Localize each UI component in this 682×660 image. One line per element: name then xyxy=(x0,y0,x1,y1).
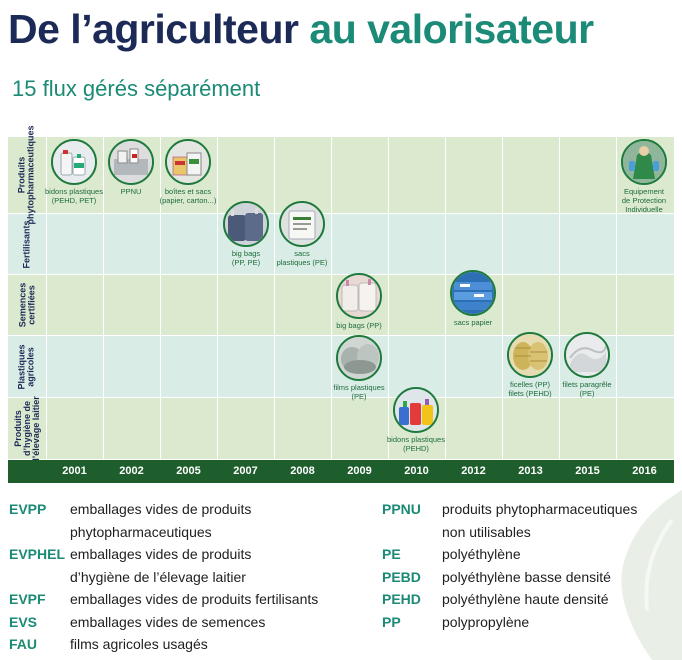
grid-line xyxy=(217,137,218,459)
flux-item: big bags (PP) xyxy=(327,273,391,330)
flux-item: ficelles (PP) filets (PEHD) xyxy=(498,332,562,398)
row-band-hygiene xyxy=(8,398,674,459)
grid-line xyxy=(331,137,332,459)
legend-def: polyéthylène basse densité xyxy=(442,569,611,585)
flux-item: filets paragrêle (PE) xyxy=(555,332,619,398)
film-rolls-icon xyxy=(336,335,382,381)
row-band-fertilisants xyxy=(8,214,674,274)
leaf-watermark-icon xyxy=(621,490,682,660)
row-label-phyto: Produits phytopharmaceutiques xyxy=(17,125,36,225)
grid-line xyxy=(445,137,446,459)
legend-abbr: EVS xyxy=(9,614,38,630)
hail-nets-icon xyxy=(564,332,610,378)
year-label: 2007 xyxy=(233,465,258,477)
seed-big-bags-icon xyxy=(336,273,382,319)
flux-item: sacs plastiques (PE) xyxy=(270,201,334,267)
legend-def: d’hygiène de l’élevage laitier xyxy=(70,569,246,585)
item-caption: bidons plastiques (PEHD, PET) xyxy=(45,187,103,205)
timeline-grid: Produits phytopharmaceutiques Fertilisant… xyxy=(8,125,676,483)
grid-line xyxy=(616,137,617,459)
paper-seed-bags-icon xyxy=(450,270,496,316)
legend-abbr: FAU xyxy=(9,636,37,652)
row-label-fertilisants: Fertilisants xyxy=(21,219,32,269)
row-label-hygiene: Produits d’hygiène de l’élevage laitier xyxy=(12,396,41,461)
page-title: De l’agriculteur au valorisateur xyxy=(8,6,594,53)
year-label: 2002 xyxy=(119,465,144,477)
legend-abbr: PEHD xyxy=(382,591,421,607)
item-caption: sacs plastiques (PE) xyxy=(276,249,328,267)
grid-line xyxy=(103,137,104,459)
legend-abbr: PEBD xyxy=(382,569,421,585)
item-caption: filets paragrêle (PE) xyxy=(562,380,612,398)
legend-abbr: EVPP xyxy=(9,501,47,517)
grid-line xyxy=(160,137,161,459)
legend-def: films agricoles usagés xyxy=(70,636,208,652)
unused-products-icon xyxy=(108,139,154,185)
title-part-1: De l’agriculteur xyxy=(8,6,299,52)
legend-def: emballages vides de produits fertilisant… xyxy=(70,591,319,607)
legend-abbr: PE xyxy=(382,546,401,562)
legend-abbr: PP xyxy=(382,614,401,630)
fertilizer-big-bags-icon xyxy=(223,201,269,247)
legend-def: emballages vides de produits xyxy=(70,501,252,517)
row-label-semences: Semences certifiées xyxy=(17,282,36,328)
flux-item: sacs papier xyxy=(441,270,505,327)
legend-def: phytopharmaceutiques xyxy=(70,524,212,540)
year-label: 2010 xyxy=(404,465,429,477)
legend-abbr: PPNU xyxy=(382,501,421,517)
legend-def: polypropylène xyxy=(442,614,530,630)
flux-item: boîtes et sacs (papier, carton...) xyxy=(156,139,220,205)
flux-item: big bags (PP, PE) xyxy=(214,201,278,267)
year-label: 2012 xyxy=(461,465,486,477)
legend-def: emballages vides de produits xyxy=(70,546,252,562)
title-part-2: au valorisateur xyxy=(309,6,594,52)
protective-equipment-icon xyxy=(621,139,667,185)
boxes-bags-icon xyxy=(165,139,211,185)
grid-line xyxy=(502,137,503,459)
item-caption: big bags (PP) xyxy=(336,321,382,330)
row-label-plastiques: Plastiques agricoles xyxy=(17,343,36,390)
flux-item: films plastiques (PE) xyxy=(327,335,391,401)
year-label: 2015 xyxy=(575,465,600,477)
year-label: 2016 xyxy=(632,465,657,477)
year-label: 2008 xyxy=(290,465,315,477)
item-caption: sacs papier xyxy=(453,318,493,327)
dairy-containers-icon xyxy=(393,387,439,433)
legend-def: produits phytopharmaceutiques xyxy=(442,501,638,517)
flux-item: bidons plastiques (PEHD, PET) xyxy=(42,139,106,205)
item-caption: bidons plastiques (PEHD) xyxy=(387,435,445,453)
year-label: 2001 xyxy=(62,465,87,477)
item-caption: ficelles (PP) filets (PEHD) xyxy=(508,380,552,398)
item-caption: Equipement de Protection Individuelle xyxy=(621,187,667,214)
legend-def: non utilisables xyxy=(442,524,531,540)
grid-line xyxy=(388,137,389,459)
legend-def: polyéthylène xyxy=(442,546,521,562)
legend-abbr: EVPF xyxy=(9,591,46,607)
page-subtitle: 15 flux gérés séparément xyxy=(12,76,261,101)
flux-item: Equipement de Protection Individuelle xyxy=(612,139,676,214)
grid-line xyxy=(274,137,275,459)
flux-item: bidons plastiques (PEHD) xyxy=(384,387,448,453)
item-caption: PPNU xyxy=(120,187,142,196)
legend-def: emballages vides de semences xyxy=(70,614,266,630)
pesticide-containers-icon xyxy=(51,139,97,185)
year-label: 2009 xyxy=(347,465,372,477)
item-caption: big bags (PP, PE) xyxy=(231,249,261,267)
item-caption: films plastiques (PE) xyxy=(333,383,385,401)
grid-line xyxy=(46,137,47,459)
legend-abbr: EVPHEL xyxy=(9,546,66,562)
fertilizer-sacks-icon xyxy=(279,201,325,247)
twine-nets-icon xyxy=(507,332,553,378)
item-caption: boîtes et sacs (papier, carton...) xyxy=(159,187,217,205)
flux-item: PPNU xyxy=(99,139,163,196)
year-bar xyxy=(8,460,674,483)
legend-def: polyéthylène haute densité xyxy=(442,591,609,607)
year-label: 2013 xyxy=(518,465,543,477)
grid-line xyxy=(559,137,560,459)
year-label: 2005 xyxy=(176,465,201,477)
